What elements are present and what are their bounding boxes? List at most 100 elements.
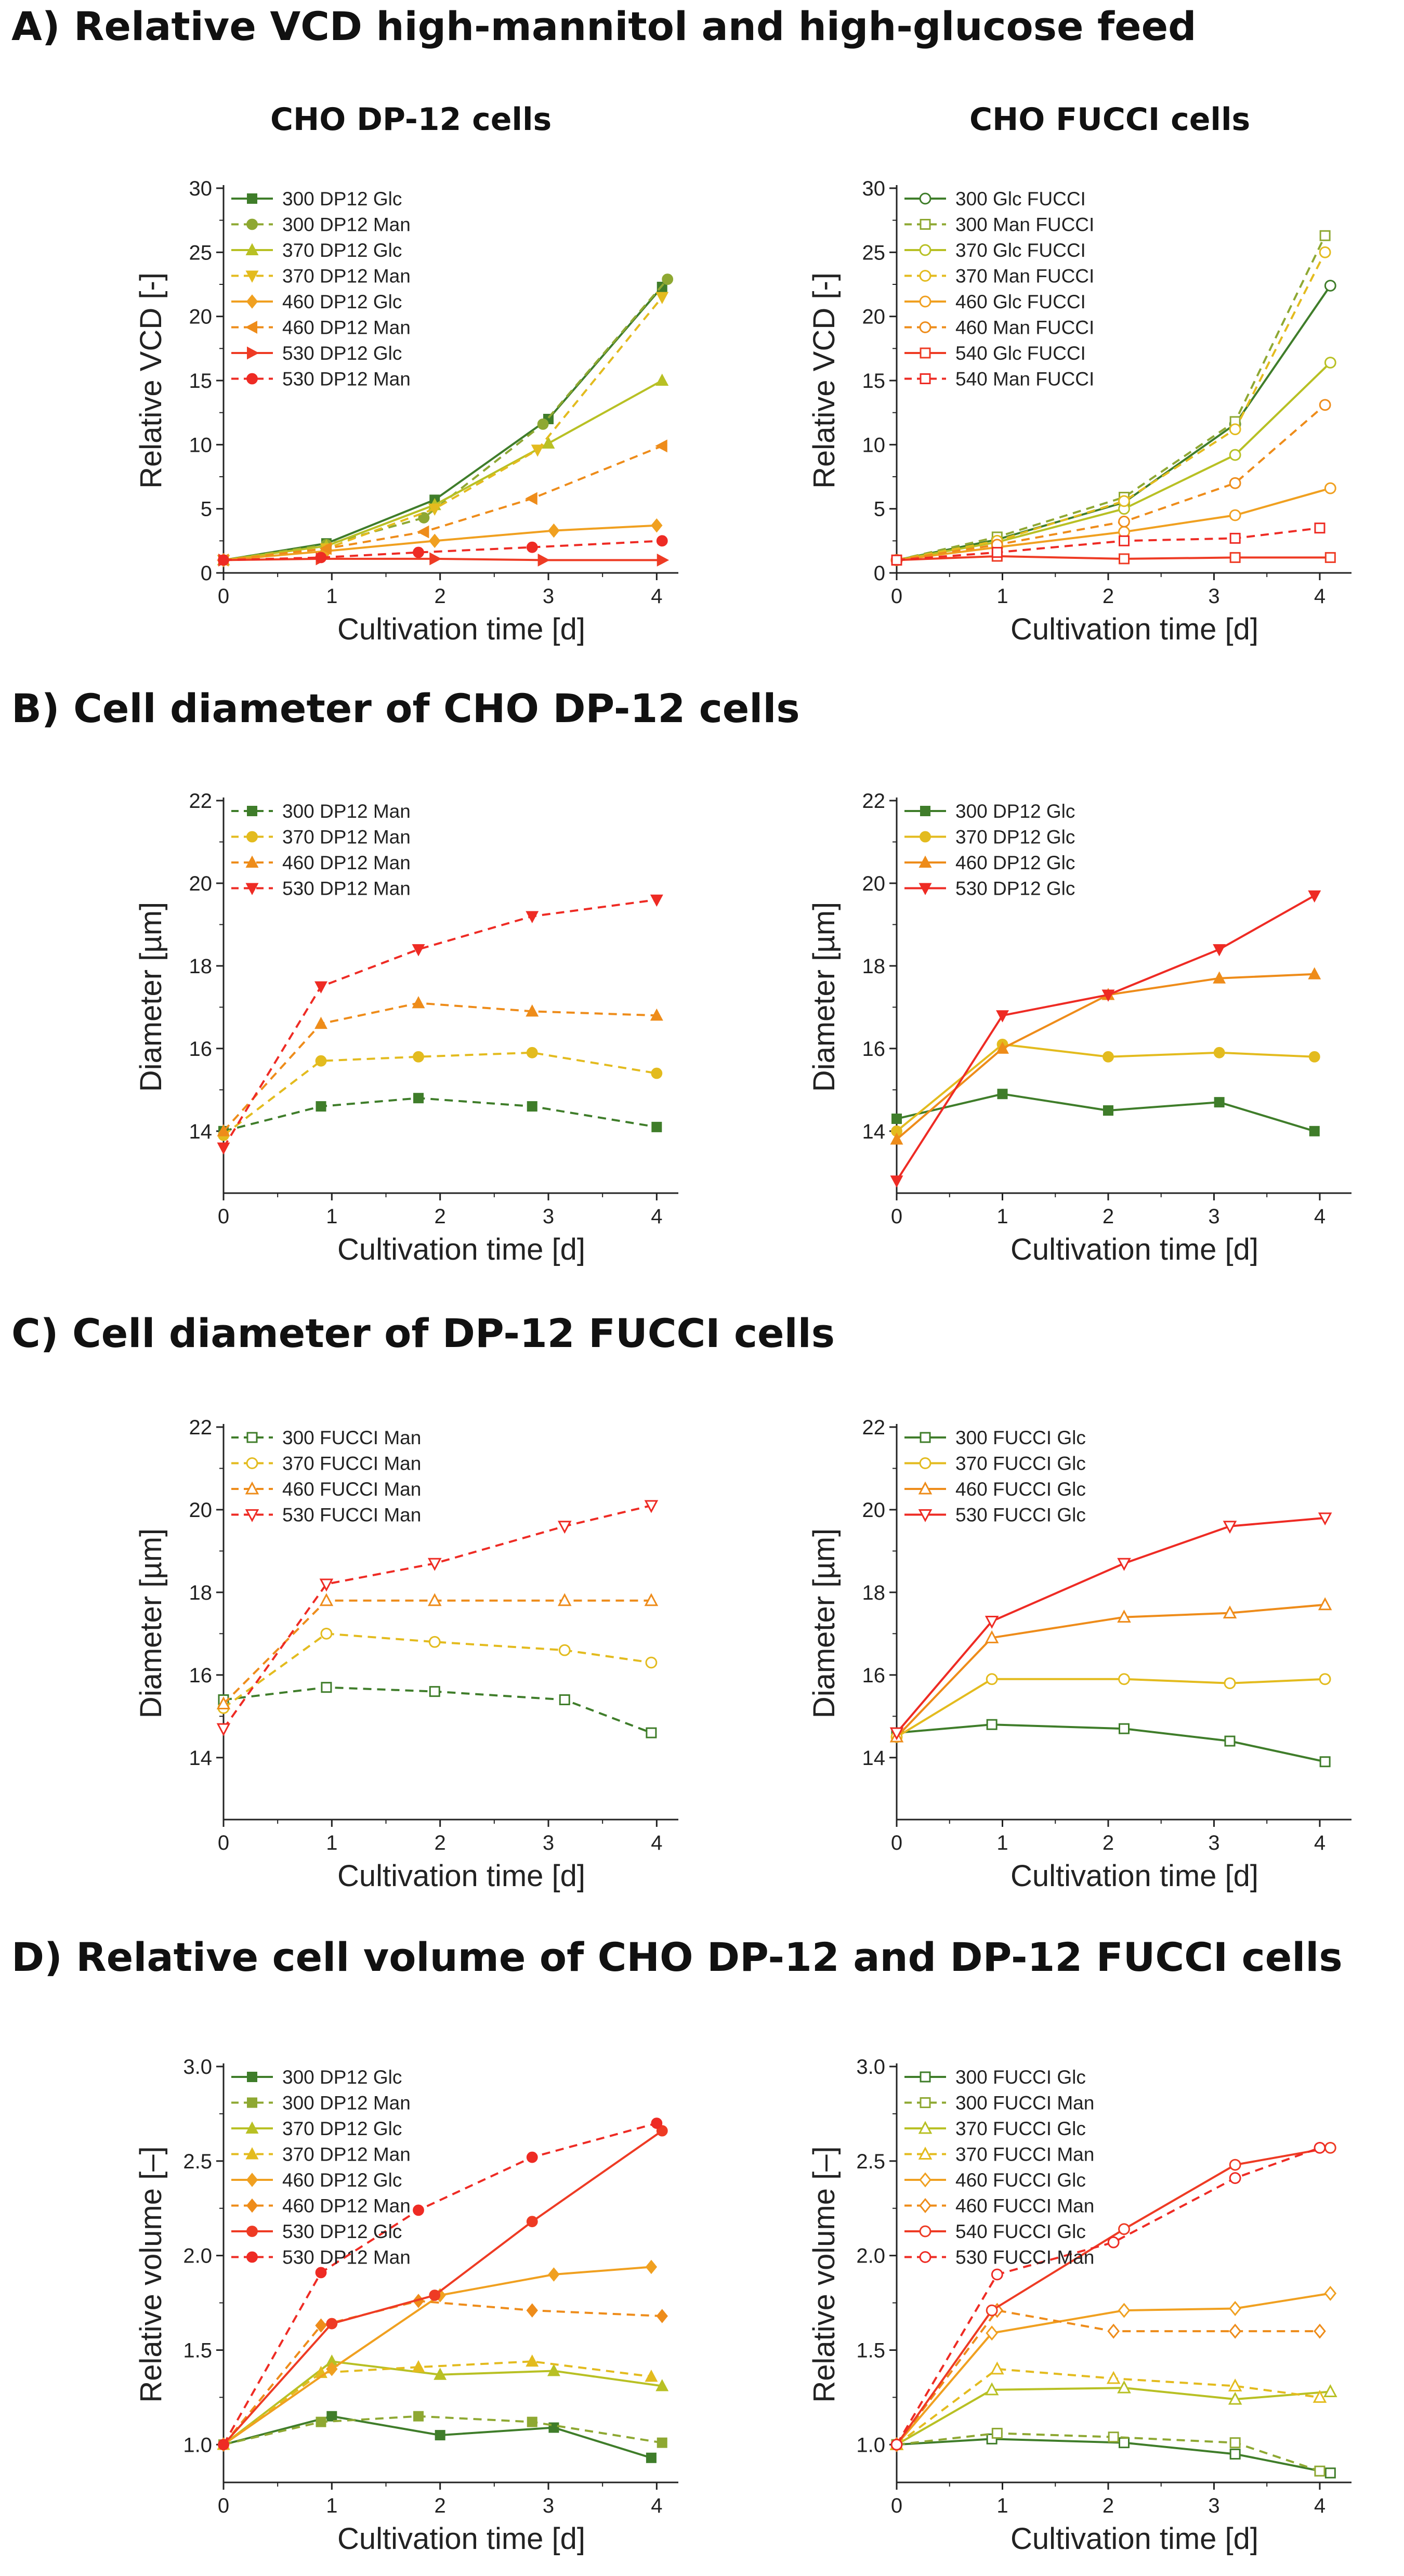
legend-label: 460 FUCCI Glc bbox=[955, 2169, 1086, 2191]
data-point bbox=[1103, 1105, 1113, 1116]
x-tick-label: 2 bbox=[435, 585, 446, 608]
x-axis-label: Cultivation time [d] bbox=[337, 1233, 585, 1266]
data-point bbox=[526, 2151, 538, 2163]
y-tick-label: 1.5 bbox=[856, 2339, 885, 2362]
legend-label: 370 DP12 Glc bbox=[282, 2118, 402, 2139]
data-point bbox=[1323, 2384, 1337, 2397]
y-tick-label: 2.0 bbox=[856, 2245, 885, 2268]
legend-marker bbox=[245, 270, 259, 283]
x-tick-label: 0 bbox=[218, 585, 229, 608]
data-point bbox=[547, 2364, 560, 2376]
data-point bbox=[1314, 2141, 1326, 2154]
x-tick-label: 4 bbox=[1314, 1205, 1326, 1228]
y-tick-label: 14 bbox=[862, 1747, 886, 1770]
data-point bbox=[1319, 1673, 1331, 1685]
data-point bbox=[413, 2411, 424, 2422]
data-point bbox=[650, 1008, 663, 1021]
data-point bbox=[1117, 2380, 1131, 2394]
y-tick-label: 20 bbox=[862, 872, 886, 895]
legend-marker bbox=[246, 2251, 258, 2263]
data-point bbox=[651, 1121, 662, 1132]
section-title-a: A) Relative VCD high-mannitol and high-g… bbox=[11, 3, 1197, 49]
data-point bbox=[1324, 357, 1336, 369]
series-530-fucci-man bbox=[890, 2141, 1326, 2451]
data-point bbox=[1229, 2448, 1241, 2460]
x-tick-label: 0 bbox=[218, 1205, 229, 1228]
data-point bbox=[218, 554, 229, 566]
legend-marker bbox=[919, 244, 931, 256]
data-point bbox=[1223, 1521, 1237, 1534]
legend-label: 370 Man FUCCI bbox=[955, 266, 1094, 287]
series-530-fucci-man bbox=[216, 1500, 659, 1736]
legend-marker bbox=[245, 321, 257, 334]
data-point bbox=[1308, 890, 1321, 903]
data-point bbox=[314, 1016, 327, 1029]
data-point bbox=[548, 2422, 559, 2433]
x-tick-label: 2 bbox=[435, 1205, 446, 1228]
y-axis-label: Diameter [µm] bbox=[134, 902, 168, 1092]
legend-marker bbox=[918, 2121, 933, 2134]
data-point bbox=[1117, 1610, 1131, 1623]
legend-marker bbox=[247, 193, 257, 204]
data-point bbox=[1324, 2285, 1337, 2301]
data-point bbox=[646, 2452, 657, 2463]
chart-c-left: 14 16 18 20 22 0 1 2 3 4 Cultivation time [d] Diame… bbox=[134, 1416, 678, 1893]
legend-label: 300 FUCCI Man bbox=[955, 2093, 1094, 2114]
data-point bbox=[1313, 2389, 1327, 2403]
data-point bbox=[991, 2268, 1003, 2281]
data-point bbox=[315, 2318, 327, 2333]
data-point bbox=[1213, 944, 1226, 957]
data-point bbox=[315, 1055, 327, 1067]
series-line bbox=[896, 2438, 1331, 2474]
x-axis-label: Cultivation time [d] bbox=[1011, 1859, 1258, 1893]
data-point bbox=[217, 1124, 230, 1136]
legend-marker bbox=[919, 2225, 931, 2238]
data-point bbox=[525, 492, 537, 505]
data-point bbox=[985, 1616, 999, 1629]
data-point bbox=[1118, 1673, 1130, 1685]
data-point bbox=[542, 436, 555, 449]
legend-marker bbox=[919, 1457, 931, 1469]
y-tick-label: 22 bbox=[189, 1416, 213, 1439]
section-title-c: C) Cell diameter of DP-12 FUCCI cells bbox=[11, 1310, 835, 1356]
y-axis-label: Relative VCD [-] bbox=[807, 272, 841, 489]
y-axis-label: Diameter [µm] bbox=[807, 1528, 841, 1718]
data-point bbox=[644, 1500, 659, 1513]
x-tick-label: 0 bbox=[891, 2494, 902, 2517]
legend-label: 460 FUCCI Man bbox=[955, 2195, 1094, 2217]
data-point bbox=[548, 523, 560, 538]
data-point bbox=[650, 894, 663, 907]
x-tick-label: 4 bbox=[1314, 1832, 1326, 1854]
data-point bbox=[1118, 515, 1130, 528]
y-axis-label: Relative volume [–] bbox=[134, 2146, 168, 2402]
x-tick-label: 4 bbox=[651, 1832, 662, 1854]
data-point bbox=[1319, 1756, 1331, 1768]
legend-marker bbox=[247, 806, 257, 816]
legend-marker bbox=[920, 806, 930, 816]
y-tick-label: 22 bbox=[862, 1416, 886, 1439]
legend-label: 300 FUCCI Man bbox=[282, 1427, 421, 1448]
legend-label: 530 FUCCI Man bbox=[955, 2247, 1094, 2268]
data-point bbox=[1118, 2303, 1131, 2318]
data-point bbox=[1324, 2467, 1336, 2479]
data-point bbox=[527, 1101, 537, 1112]
series-300-dp12-man bbox=[218, 1093, 662, 1136]
legend-marker bbox=[246, 2198, 258, 2213]
data-point bbox=[985, 2382, 999, 2396]
data-point bbox=[1108, 2431, 1119, 2443]
legend-marker bbox=[246, 2173, 258, 2187]
series-540-man-fucci bbox=[891, 522, 1326, 566]
data-point bbox=[1119, 535, 1130, 546]
legend-label: 530 DP12 Man bbox=[282, 2247, 411, 2268]
data-point bbox=[1228, 2391, 1242, 2405]
data-point bbox=[526, 1004, 539, 1017]
y-tick-label: 16 bbox=[189, 1664, 213, 1687]
legend-label: 460 DP12 Glc bbox=[282, 291, 402, 312]
data-point bbox=[531, 444, 544, 457]
legend-marker bbox=[246, 294, 258, 309]
data-point bbox=[326, 2411, 337, 2422]
data-point bbox=[428, 1636, 441, 1648]
y-tick-label: 22 bbox=[189, 790, 213, 813]
data-point bbox=[413, 2204, 424, 2216]
data-point bbox=[986, 1673, 998, 1685]
